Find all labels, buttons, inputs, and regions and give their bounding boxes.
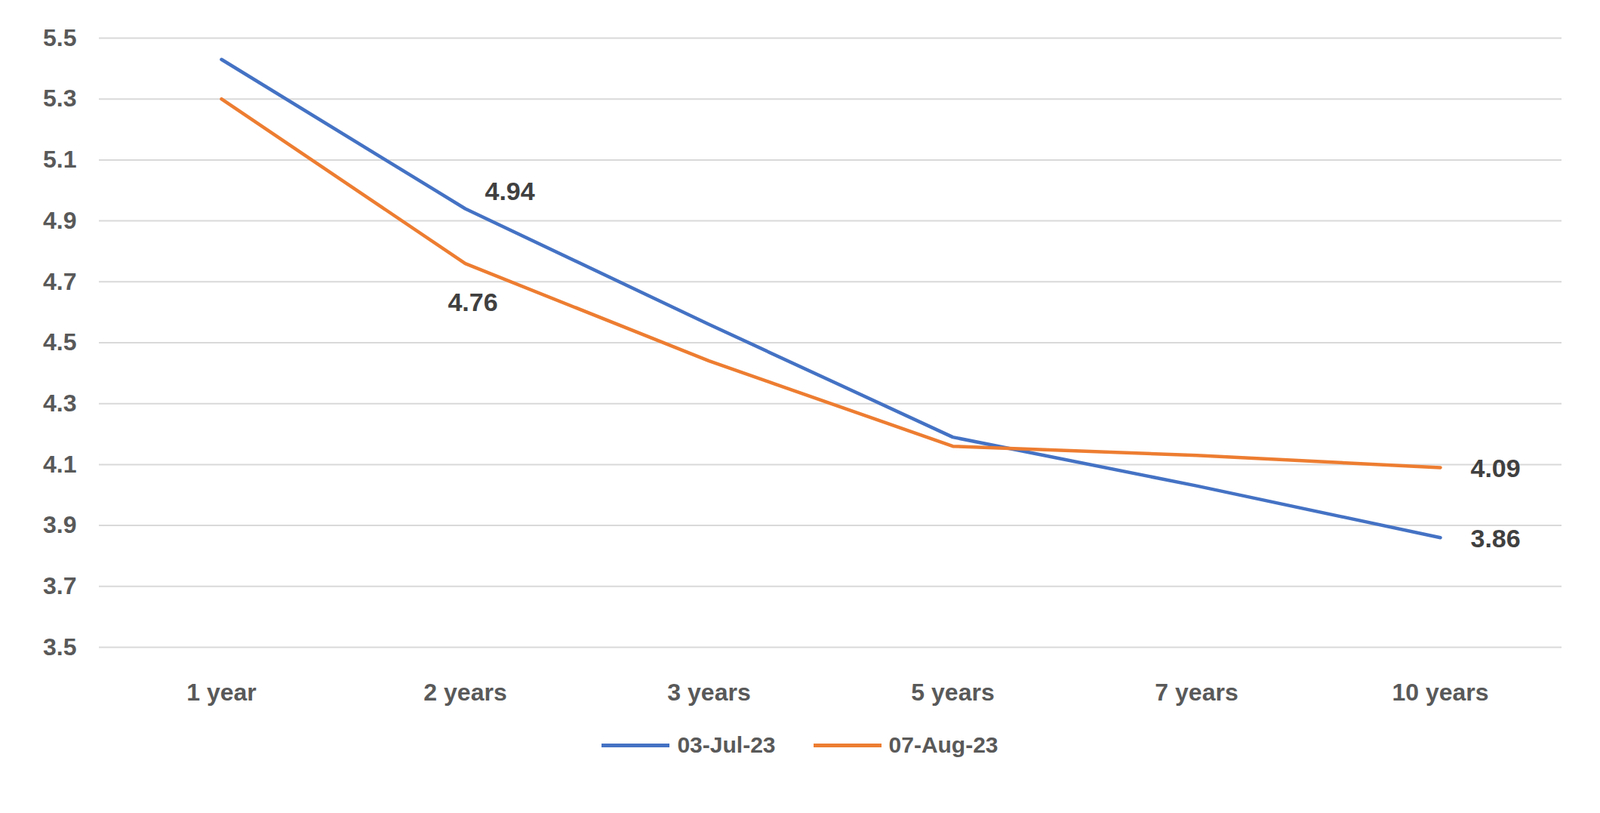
html-text:07-Aug-23: 07-Aug-23	[888, 732, 999, 757]
svg-text:4.3: 4.3	[43, 389, 77, 417]
svg-text:4.7: 4.7	[43, 267, 77, 296]
svg-text:3 years: 3 years	[667, 678, 751, 706]
svg-text:4.76: 4.76	[447, 287, 498, 317]
svg-text:3.86: 3.86	[1470, 523, 1521, 553]
svg-text:2 years: 2 years	[423, 678, 507, 706]
svg-text:3.7: 3.7	[43, 572, 77, 600]
html-text:03-Jul-23: 03-Jul-23	[677, 732, 776, 757]
svg-text:5.1: 5.1	[43, 145, 77, 173]
svg-text:4.09: 4.09	[1470, 453, 1521, 483]
svg-text:4.5: 4.5	[43, 328, 77, 356]
svg-text:4.9: 4.9	[43, 206, 77, 234]
svg-text:5 years: 5 years	[910, 678, 994, 706]
svg-text:5.5: 5.5	[43, 24, 77, 52]
svg-text:1 year: 1 year	[186, 678, 257, 706]
svg-text:4.1: 4.1	[43, 450, 77, 478]
svg-text:10 years: 10 years	[1391, 678, 1489, 706]
svg-text:3.9: 3.9	[43, 510, 77, 539]
svg-text:7 years: 7 years	[1154, 678, 1238, 706]
svg-text:4.94: 4.94	[485, 176, 536, 206]
svg-text:5.3: 5.3	[43, 84, 77, 112]
svg-text:3.5: 3.5	[43, 633, 77, 661]
